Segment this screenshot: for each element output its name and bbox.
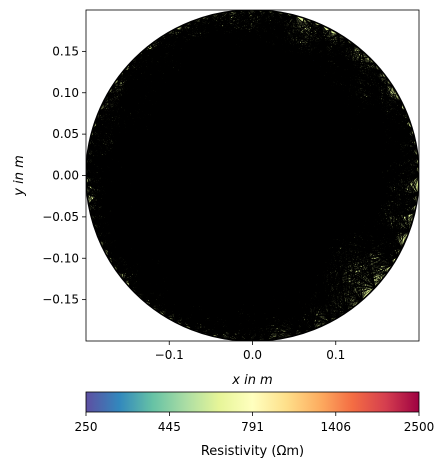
x-tick-label: 0.0 [243, 348, 262, 362]
anomaly-triangle-boundary [199, 44, 327, 317]
x-axis-ticks: −0.1 0.0 0.1 [155, 341, 345, 362]
colorbar-tick-label: 1406 [320, 420, 351, 434]
x-tick-label: −0.1 [155, 348, 184, 362]
y-tick-label: −0.05 [42, 210, 79, 224]
y-tick-label: 0.00 [52, 169, 79, 183]
y-tick-label: −0.15 [42, 293, 79, 307]
anomaly-circle-boundary [314, 154, 383, 222]
colorbar-tick-label: 791 [241, 420, 264, 434]
plot-area [86, 10, 419, 341]
x-tick-label: 0.1 [326, 348, 345, 362]
colorbar-tick-label: 2500 [404, 420, 435, 434]
colorbar: 250 445 791 1406 2500 Resistivity (Ωm) [75, 391, 435, 459]
x-axis-label: x in m [231, 373, 272, 388]
y-tick-label: 0.10 [52, 86, 79, 100]
anomaly-circle-boundary [153, 162, 222, 231]
colorbar-ticks: 250 445 791 1406 2500 [75, 412, 435, 434]
y-axis-ticks: 0.15 0.10 0.05 0.00 −0.05 −0.10 −0.15 [42, 44, 86, 307]
y-tick-label: 0.05 [52, 127, 79, 141]
y-axis-label: y in m [12, 155, 27, 196]
mesh-triangles [86, 10, 419, 341]
y-tick-label: 0.15 [52, 44, 79, 58]
y-tick-label: −0.10 [42, 251, 79, 265]
colorbar-label: Resistivity (Ωm) [201, 444, 304, 459]
colorbar-tick-label: 250 [75, 420, 98, 434]
colorbar-gradient [86, 392, 419, 412]
colorbar-tick-label: 445 [158, 420, 181, 434]
